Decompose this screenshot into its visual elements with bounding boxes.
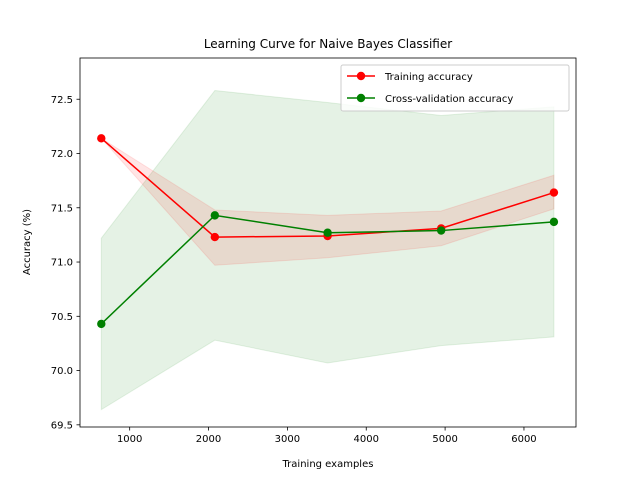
data-point-1-2: [323, 228, 332, 237]
x-tick-label-1: 2000: [196, 434, 221, 445]
y-tick-label-3: 71.0: [51, 258, 73, 269]
data-point-0-0: [97, 134, 106, 143]
legend-box: [340, 64, 570, 112]
legend-marker-0: [356, 71, 366, 81]
axes-frame: [79, 57, 577, 428]
data-point-0-4: [549, 188, 559, 197]
x-tick-label-0: 1000: [117, 434, 142, 445]
x-tick-label-2: 3000: [275, 434, 300, 445]
x-tick-label-4: 5000: [432, 434, 457, 445]
y-tick-label-1: 70.0: [51, 366, 73, 377]
plot-area: 1000 2000 3000 4000 5000 6000 69.5 70.0 70.5 71.0…: [51, 57, 577, 445]
y-tick-label-5: 72.0: [51, 149, 73, 160]
data-point-1-4: [549, 217, 559, 227]
y-tick-label-2: 70.5: [51, 312, 73, 323]
y-tick-label-6: 72.5: [51, 95, 73, 106]
x-tick-label-5: 6000: [511, 434, 536, 445]
x-tick-label-3: 4000: [354, 434, 379, 445]
data-point-1-0: [97, 319, 106, 329]
chart-title: Learning Curve for Naive Bayes Classifie…: [204, 37, 452, 51]
legend-label-1: Cross-validation accuracy: [385, 94, 513, 105]
y-tick-label-0: 69.5: [51, 420, 73, 431]
legend-label-0: Training accuracy: [384, 72, 473, 83]
legend-marker-1: [356, 93, 366, 103]
legend: Training accuracy Cross-validation accura…: [340, 64, 570, 112]
data-point-1-3: [436, 226, 446, 235]
band-1: [100, 90, 555, 411]
y-axis-label: Accuracy (%): [22, 209, 33, 275]
x-axis-label: Training examples: [282, 459, 374, 470]
data-point-0-1: [210, 232, 220, 242]
y-tick-label-4: 71.5: [51, 203, 73, 214]
data-point-1-1: [210, 211, 220, 220]
